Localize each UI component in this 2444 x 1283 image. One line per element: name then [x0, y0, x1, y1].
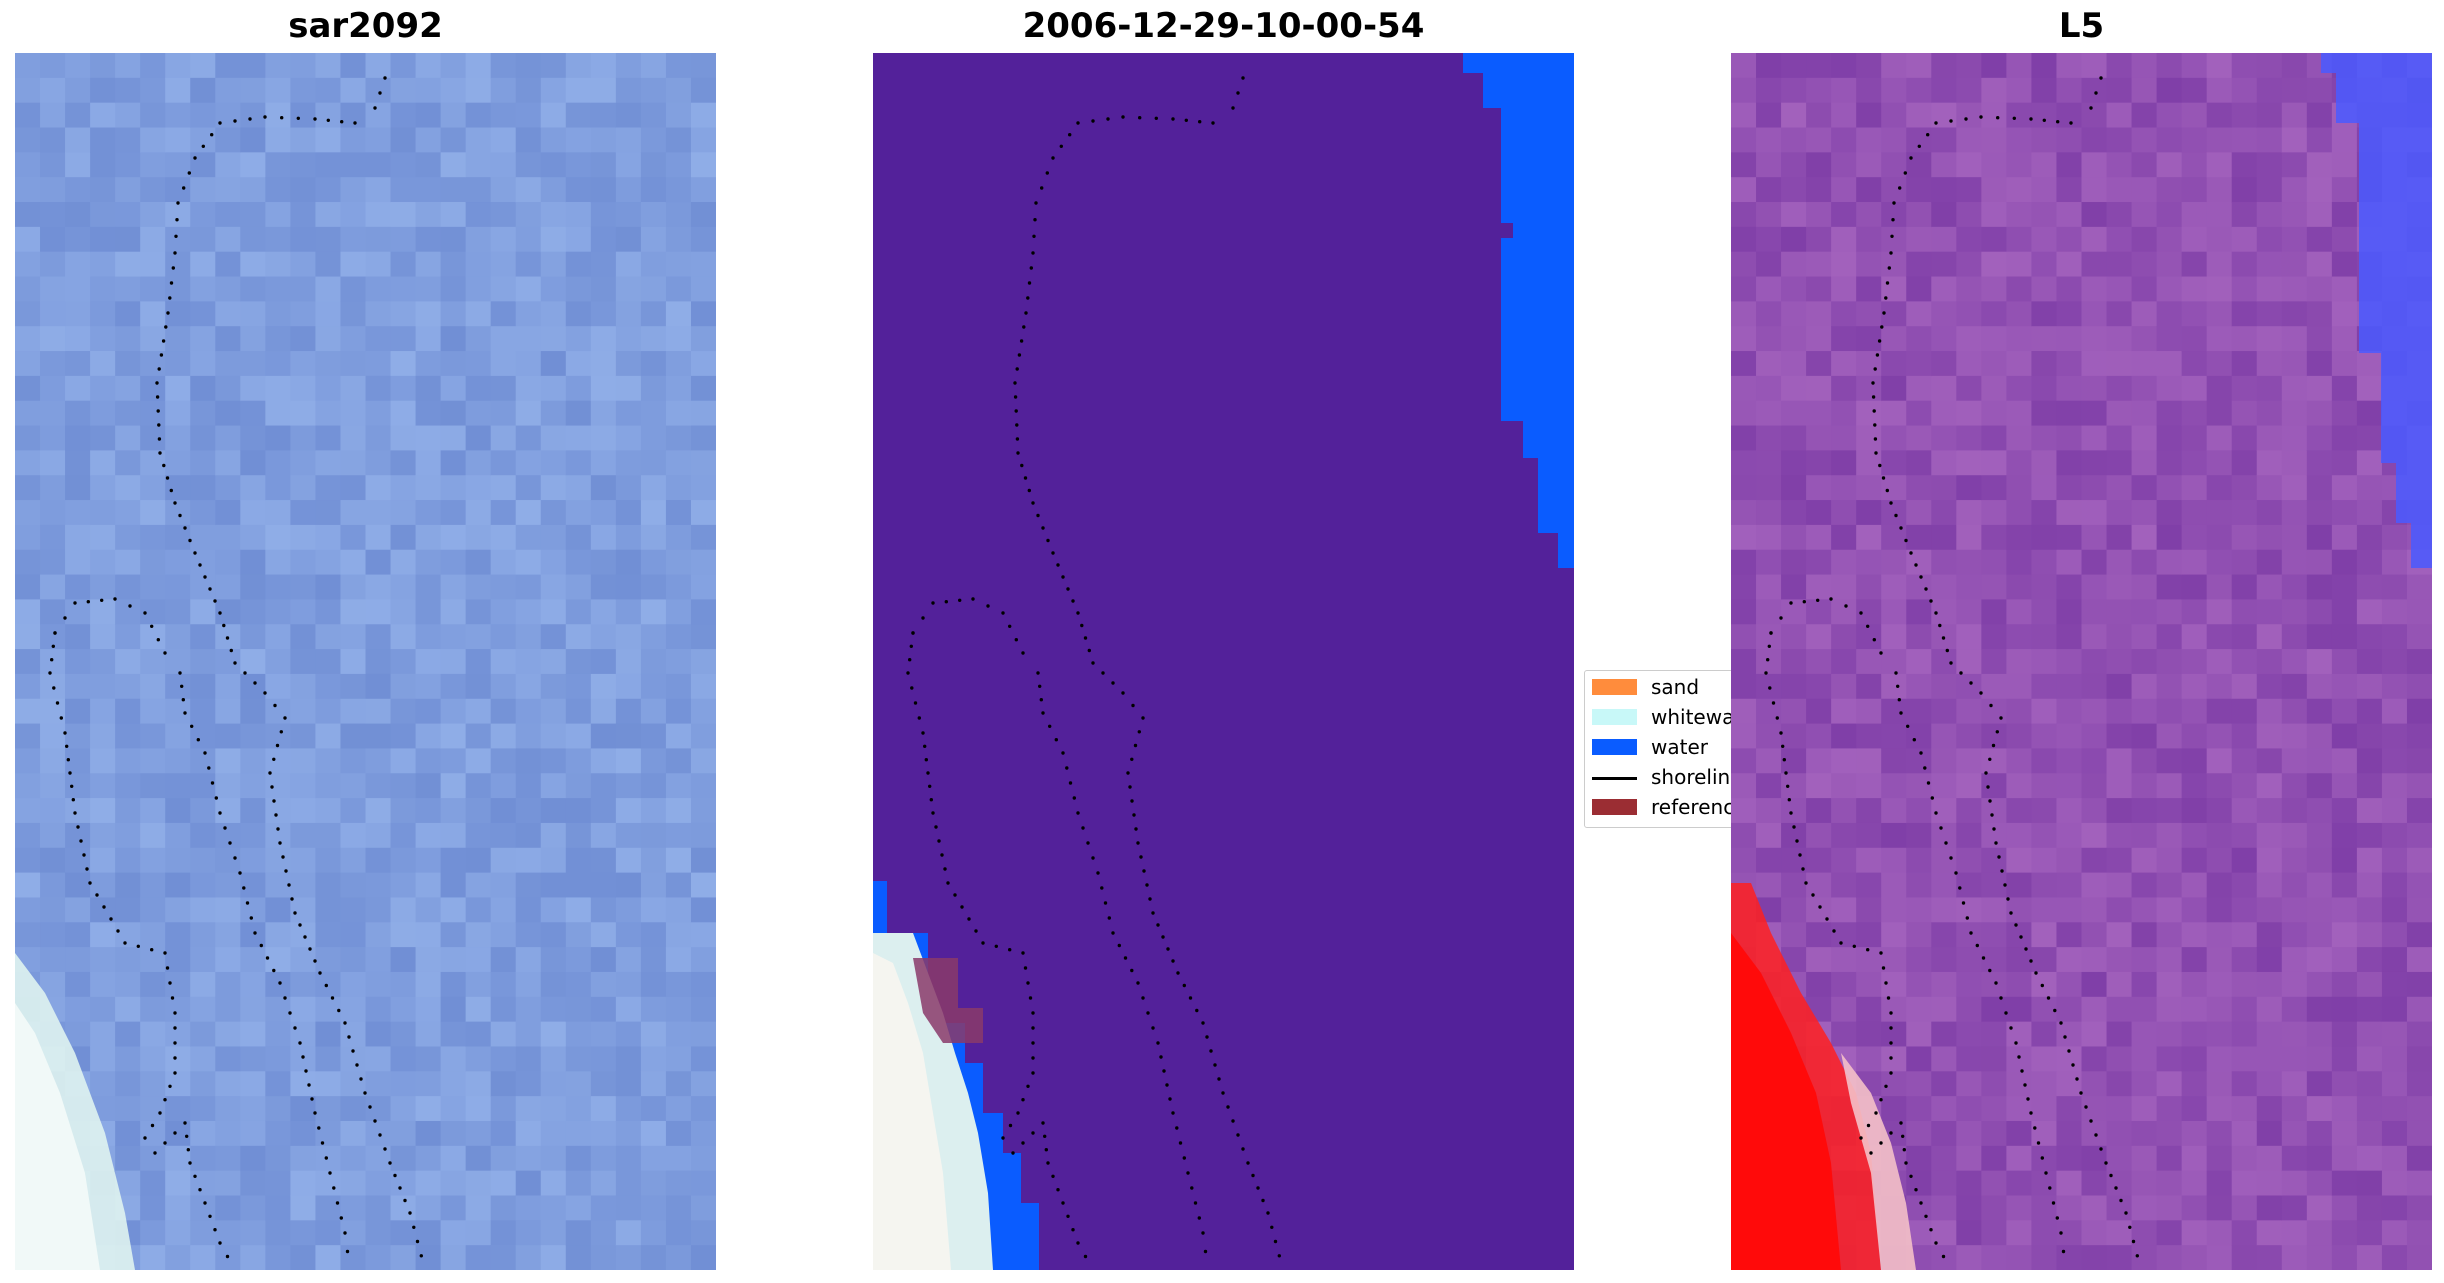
- whitewater-bright: [873, 953, 951, 1270]
- shoreline-dots: [906, 76, 1281, 1259]
- legend-item-water: water: [1585, 733, 1743, 763]
- shoreline-dots: [1764, 76, 2139, 1259]
- index-panel: [1731, 53, 2432, 1270]
- whitewater-swatch: [1592, 709, 1637, 725]
- satellite-pixels: [15, 53, 716, 1270]
- classified-background: [873, 53, 1574, 1270]
- reference-swatch: [1592, 799, 1637, 815]
- reference-patch: [913, 958, 983, 1043]
- legend-label: whitewater: [1651, 705, 1743, 729]
- shoreline-dots: [48, 76, 423, 1259]
- sand-swatch: [1592, 679, 1637, 695]
- panel-title-rgb: sar2092: [288, 6, 443, 46]
- low-index-region: [2321, 53, 2432, 568]
- whitewater-region: [15, 953, 135, 1270]
- legend-item-shoreline: shoreline: [1585, 763, 1743, 793]
- water-swatch: [1592, 739, 1637, 755]
- shoreline-swatch: [1592, 777, 1637, 780]
- transition-region: [1841, 1053, 1916, 1270]
- classification-panel: [873, 53, 1574, 1270]
- legend-item-reference: reference: [1585, 793, 1744, 823]
- high-index-core: [1731, 933, 1841, 1270]
- legend-label: shoreline: [1651, 765, 1743, 789]
- panel-title-index: L5: [2058, 6, 2105, 46]
- legend-label: sand: [1651, 675, 1700, 699]
- water-region-right: [1463, 53, 1574, 568]
- legend-item-sand: sand: [1585, 673, 1743, 703]
- legend: sand whitewater water shoreline referenc…: [1584, 670, 1744, 828]
- panel-title-classification: 2006-12-29-10-00-54: [1022, 6, 1425, 46]
- legend-item-whitewater: whitewater: [1585, 703, 1743, 733]
- legend-label: reference: [1651, 795, 1744, 819]
- legend-label: water: [1651, 735, 1708, 759]
- rgb-image-panel: [15, 53, 716, 1270]
